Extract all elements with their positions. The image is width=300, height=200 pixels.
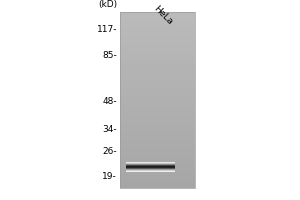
Text: 34-: 34- — [102, 125, 117, 134]
Text: HeLa: HeLa — [152, 4, 174, 26]
Text: 26-: 26- — [102, 147, 117, 156]
Text: 117-: 117- — [97, 25, 117, 34]
Bar — [120, 12, 195, 188]
Text: 85-: 85- — [102, 51, 117, 60]
Text: (kD): (kD) — [98, 0, 117, 8]
Text: 19-: 19- — [102, 172, 117, 181]
Text: 48-: 48- — [102, 97, 117, 106]
